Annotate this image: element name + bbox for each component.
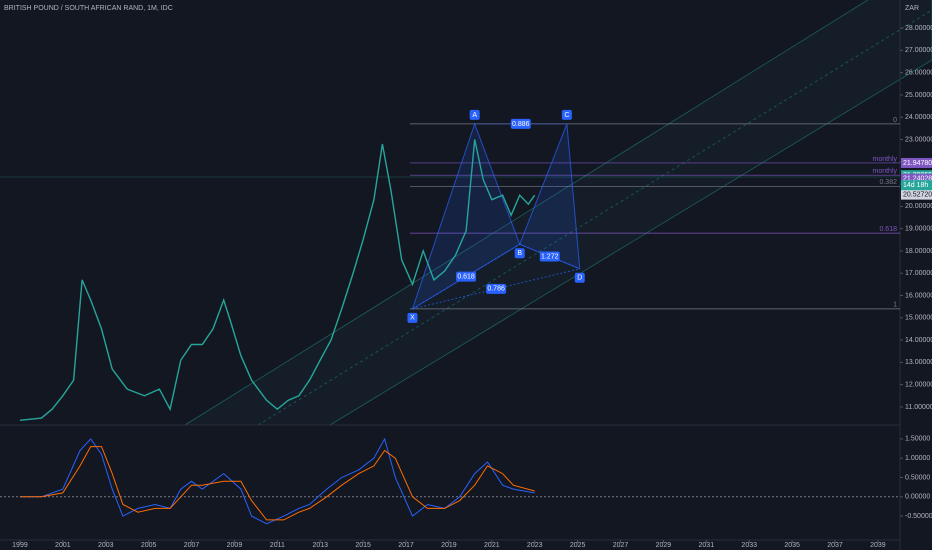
price-badge	[901, 173, 932, 184]
x-tick-label: 2003	[98, 542, 114, 549]
pattern-label: B	[517, 250, 522, 257]
pattern-point	[407, 312, 418, 323]
pattern-label: X	[410, 315, 415, 322]
x-tick-label: 2023	[527, 542, 543, 549]
y-tick-label: 23.00000	[905, 136, 932, 143]
level-label: 0.618	[879, 226, 897, 233]
y-tick-label: 16.00000	[905, 292, 932, 299]
ratio-label: 0.618	[457, 273, 475, 280]
y-tick-label: 15.00000	[905, 315, 932, 322]
y-tick-label: 13.00000	[905, 359, 932, 366]
ratio-badge	[456, 271, 477, 282]
ratio-label: 0.786	[487, 286, 505, 293]
price-badge-label: 20.52720	[903, 191, 932, 198]
x-tick-label: 2019	[441, 542, 457, 549]
countdown-label: 14d 18h	[903, 182, 928, 189]
x-tick-label: 1999	[12, 542, 28, 549]
x-tick-label: 2009	[227, 542, 243, 549]
y-tick-label: 14.00000	[905, 337, 932, 344]
y-tick-label: 26.00000	[905, 69, 932, 76]
series-line	[19, 446, 535, 521]
y-tick-label: 11.00000	[905, 404, 932, 411]
y-tick-label: -0.50000	[905, 513, 932, 520]
ratio-badge	[486, 283, 507, 294]
x-tick-label: 2031	[699, 542, 715, 549]
currency-label: ZAR	[905, 5, 919, 12]
x-tick-label: 2001	[55, 542, 71, 549]
x-tick-label: 2015	[355, 542, 371, 549]
x-tick-label: 2017	[398, 542, 414, 549]
x-tick-label: 2029	[656, 542, 672, 549]
series-line	[19, 139, 536, 421]
pattern-label: D	[577, 275, 582, 282]
level-label: 0	[893, 117, 897, 124]
y-tick-label: 1.50000	[905, 436, 930, 443]
x-tick-label: 2035	[784, 542, 800, 549]
y-tick-label: 0.00000	[905, 494, 930, 501]
x-tick-label: 2033	[741, 542, 757, 549]
y-tick-label: 19.00000	[905, 226, 932, 233]
price-badge-label: 21.24028	[903, 176, 932, 183]
x-tick-label: 2025	[570, 542, 586, 549]
countdown-badge	[901, 180, 932, 191]
pattern-point	[574, 272, 585, 283]
ratio-line	[412, 268, 580, 310]
y-tick-label: 0.50000	[905, 474, 930, 481]
y-tick-label: 17.00000	[905, 270, 932, 277]
x-tick-label: 2027	[613, 542, 629, 549]
ratio-badge	[539, 251, 560, 262]
x-tick-label: 2005	[141, 542, 157, 549]
pattern-point	[561, 109, 572, 120]
pattern-label: C	[564, 112, 569, 119]
price-badge	[901, 157, 932, 168]
pattern-label: A	[472, 112, 477, 119]
ratio-line	[412, 243, 520, 310]
level-label: monthly	[872, 168, 897, 175]
x-tick-label: 2039	[870, 542, 886, 549]
x-tick-label: 2037	[827, 542, 843, 549]
ratio-badge	[510, 118, 531, 129]
level-label: monthly	[872, 156, 897, 163]
pattern-point	[469, 109, 480, 120]
pattern-point	[514, 248, 525, 259]
x-tick-label: 2021	[484, 542, 500, 549]
y-tick-label: 12.00000	[905, 382, 932, 389]
level-label: 1	[893, 302, 897, 309]
ratio-label: 1.272	[541, 253, 559, 260]
price-badge-label: 21.94780	[903, 160, 932, 167]
y-tick-label: 20.00000	[905, 203, 932, 210]
chart-title: BRITISH POUND / SOUTH AFRICAN RAND, 1M, …	[4, 5, 173, 12]
y-tick-label: 27.00000	[905, 47, 932, 54]
y-tick-label: 24.00000	[905, 114, 932, 121]
y-tick-label: 25.00000	[905, 92, 932, 99]
level-label: 0.382	[879, 179, 897, 186]
x-tick-label: 2011	[270, 542, 285, 549]
y-tick-label: 1.00000	[905, 455, 930, 462]
ratio-label: 0.886	[512, 121, 530, 128]
price-badge	[901, 189, 932, 200]
y-tick-label: 18.00000	[905, 248, 932, 255]
y-tick-label: 28.00000	[905, 25, 932, 32]
x-tick-label: 2013	[312, 542, 328, 549]
x-tick-label: 2007	[184, 542, 200, 549]
